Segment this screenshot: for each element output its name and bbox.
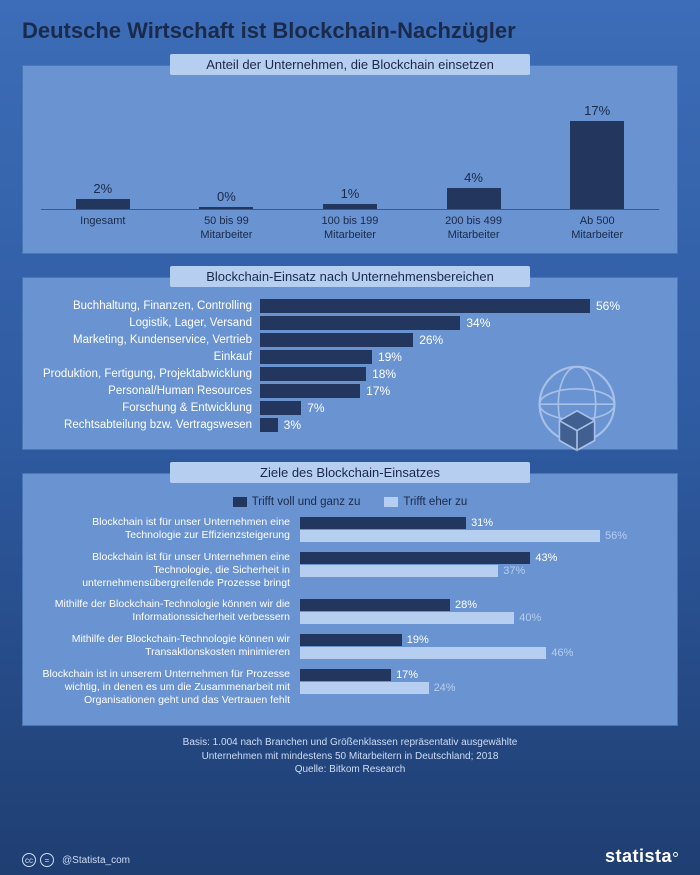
chart3-label: Blockchain ist für unser Unternehmen ein… — [35, 516, 300, 543]
chart3-value-b: 37% — [503, 565, 525, 577]
chart3-label: Blockchain ist in unserem Unternehmen fü… — [35, 668, 300, 707]
chart1-bar: 17% — [535, 103, 659, 209]
chart3-bar-b — [300, 612, 514, 624]
chart1-label: 50 bis 99Mitarbeiter — [165, 215, 289, 243]
chart2-row: Marketing, Kundenservice, Vertrieb 26% — [35, 333, 665, 347]
chart2-label: Logistik, Lager, Versand — [35, 317, 260, 329]
chart2-bar — [260, 401, 301, 415]
chart2-bar — [260, 316, 460, 330]
chart1-label: Ab 500Mitarbeiter — [535, 215, 659, 243]
chart3-bar-b — [300, 682, 429, 694]
chart3-value-a: 17% — [396, 669, 418, 681]
chart2-label: Buchhaltung, Finanzen, Controlling — [35, 300, 260, 312]
chart1-label: 200 bis 499Mitarbeiter — [412, 215, 536, 243]
chart2-label: Einkauf — [35, 351, 260, 363]
chart2-row: Rechtsabteilung bzw. Vertragswesen 3% — [35, 418, 665, 432]
chart2-row: Personal/Human Resources 17% — [35, 384, 665, 398]
nd-icon: = — [40, 853, 54, 867]
chart2-label: Marketing, Kundenservice, Vertrieb — [35, 334, 260, 346]
chart3-label: Mithilfe der Blockchain-Technologie könn… — [35, 598, 300, 625]
chart1-value: 0% — [217, 189, 236, 204]
footnote-basis: Basis: 1.004 nach Branchen und Größenkla… — [155, 736, 545, 763]
chart1-bar: 1% — [288, 186, 412, 209]
chart3-value-b: 40% — [519, 612, 541, 624]
chart2-value: 18% — [372, 367, 396, 381]
chart1-panel: 2% 0% 1% 4% 17% Ingesamt50 bis 99Mitarbeiter… — [22, 65, 678, 254]
chart2-value: 7% — [307, 401, 324, 415]
chart3-value-b: 56% — [605, 530, 627, 542]
chart2-value: 34% — [466, 316, 490, 330]
chart1-header: Anteil der Unternehmen, die Blockchain e… — [170, 54, 530, 75]
legend-label: Trifft voll und ganz zu — [252, 496, 361, 508]
chart2-row: Forschung & Entwicklung 7% — [35, 401, 665, 415]
legend-item: Trifft voll und ganz zu — [233, 496, 361, 508]
chart3-row: Blockchain ist in unserem Unternehmen fü… — [35, 668, 665, 707]
chart3-label: Mithilfe der Blockchain-Technologie könn… — [35, 633, 300, 660]
chart3-row: Mithilfe der Blockchain-Technologie könn… — [35, 633, 665, 660]
chart3-row: Blockchain ist für unser Unternehmen ein… — [35, 516, 665, 543]
footnote-quelle: Quelle: Bitkom Research — [155, 763, 545, 777]
chart2-label: Forschung & Entwicklung — [35, 402, 260, 414]
chart3-bar-a — [300, 517, 466, 529]
legend-label: Trifft eher zu — [403, 496, 467, 508]
chart3-bar-a — [300, 669, 391, 681]
chart3-value-a: 19% — [407, 634, 429, 646]
chart2-bar — [260, 384, 360, 398]
chart3-bar-a — [300, 634, 402, 646]
chart2-label: Produktion, Fertigung, Projektabwicklung — [35, 368, 260, 380]
chart1-label: 100 bis 199Mitarbeiter — [288, 215, 412, 243]
chart2-value: 26% — [419, 333, 443, 347]
chart2-row: Logistik, Lager, Versand 34% — [35, 316, 665, 330]
chart2-value: 17% — [366, 384, 390, 398]
chart1-bar: 2% — [41, 181, 165, 209]
chart2-panel: Buchhaltung, Finanzen, Controlling 56% Log… — [22, 277, 678, 450]
legend-item: Trifft eher zu — [384, 496, 467, 508]
chart3-label: Blockchain ist für unser Unternehmen ein… — [35, 551, 300, 590]
chart2-value: 19% — [378, 350, 402, 364]
chart2-value: 56% — [596, 299, 620, 313]
chart2-header: Blockchain-Einsatz nach Unternehmensbere… — [170, 266, 530, 287]
chart3-value-a: 28% — [455, 599, 477, 611]
chart2-row: Einkauf 19% — [35, 350, 665, 364]
chart3-panel: Trifft voll und ganz zu Trifft eher zu Bl… — [22, 473, 678, 727]
chart2-bar — [260, 350, 372, 364]
chart3-row: Mithilfe der Blockchain-Technologie könn… — [35, 598, 665, 625]
chart1-value: 17% — [584, 103, 610, 118]
chart2-bar — [260, 299, 590, 313]
chart3-value-a: 43% — [535, 552, 557, 564]
handle: @Statista_com — [62, 855, 130, 866]
chart2-row: Buchhaltung, Finanzen, Controlling 56% — [35, 299, 665, 313]
chart1-value: 4% — [464, 170, 483, 185]
chart1-label: Ingesamt — [41, 215, 165, 229]
chart1-value: 1% — [341, 186, 360, 201]
chart3-value-a: 31% — [471, 517, 493, 529]
chart2-bar — [260, 367, 366, 381]
chart3-bar-b — [300, 530, 600, 542]
footnote: Basis: 1.004 nach Branchen und Größenkla… — [155, 736, 545, 777]
chart3-bar-b — [300, 647, 546, 659]
license-badge: cc = @Statista_com — [22, 853, 130, 867]
chart2-value: 3% — [284, 418, 301, 432]
chart2-row: Produktion, Fertigung, Projektabwicklung… — [35, 367, 665, 381]
chart2-bar — [260, 418, 278, 432]
page-title: Deutsche Wirtschaft ist Blockchain-Nachz… — [22, 18, 678, 44]
chart1-bar: 0% — [165, 189, 289, 209]
cc-icon: cc — [22, 853, 36, 867]
chart2-label: Personal/Human Resources — [35, 385, 260, 397]
chart3-bar-a — [300, 552, 530, 564]
chart3-header: Ziele des Blockchain-Einsatzes — [170, 462, 530, 483]
chart2-bar — [260, 333, 413, 347]
chart3-legend: Trifft voll und ganz zu Trifft eher zu — [35, 496, 665, 508]
chart1-value: 2% — [93, 181, 112, 196]
chart3-row: Blockchain ist für unser Unternehmen ein… — [35, 551, 665, 590]
chart1-bar: 4% — [412, 170, 536, 209]
brand-logo: statista — [605, 846, 678, 867]
chart2-label: Rechtsabteilung bzw. Vertragswesen — [35, 419, 260, 431]
chart3-bar-a — [300, 599, 450, 611]
chart3-value-b: 46% — [551, 647, 573, 659]
chart3-bar-b — [300, 565, 498, 577]
chart3-value-b: 24% — [434, 682, 456, 694]
